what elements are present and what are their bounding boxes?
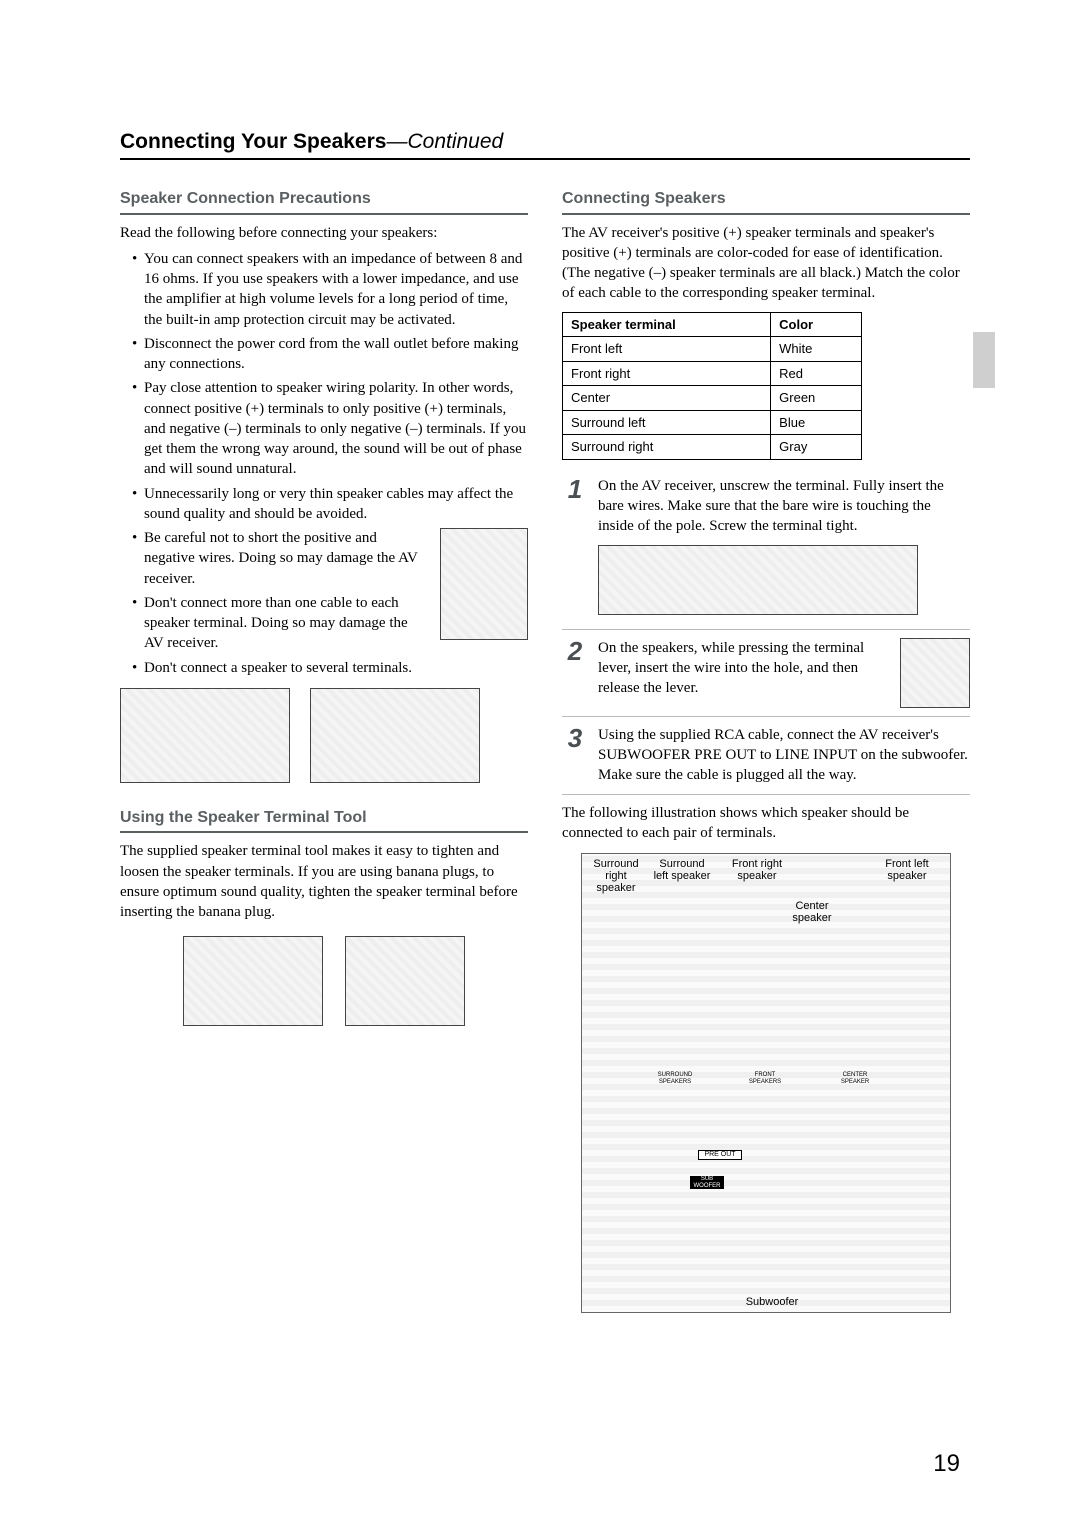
table-row: Front leftWhite xyxy=(563,337,862,362)
table-row: Surround rightGray xyxy=(563,435,862,460)
terminal-diagram-row xyxy=(120,688,528,783)
section-head-connecting: Connecting Speakers xyxy=(562,188,970,215)
bullet-item: Unnecessarily long or very thin speaker … xyxy=(132,484,528,525)
label-preout: PRE OUT xyxy=(698,1150,742,1160)
table-cell: Surround right xyxy=(563,435,771,460)
side-tab xyxy=(973,332,995,388)
table-header-row: Speaker terminal Color xyxy=(563,312,862,337)
label-sr: Surround right speaker xyxy=(586,858,646,894)
bullet-text: Don't connect more than one cable to eac… xyxy=(144,595,408,652)
label-sub: Subwoofer xyxy=(732,1296,812,1308)
label-c: Center speaker xyxy=(782,900,842,924)
table-cell: Front right xyxy=(563,361,771,386)
label-fl: Front left speaker xyxy=(872,858,942,882)
step2-diagram xyxy=(900,638,970,708)
label-fr: Front right speaker xyxy=(722,858,792,882)
label-surround-speakers: SURROUND SPEAKERS xyxy=(648,1072,702,1085)
terminal-diagram-right xyxy=(310,688,480,783)
table-row: Front rightRed xyxy=(563,361,862,386)
section-head-tool: Using the Speaker Terminal Tool xyxy=(120,807,528,834)
bullet-item: Pay close attention to speaker wiring po… xyxy=(132,378,528,479)
page-number: 19 xyxy=(933,1450,960,1478)
step-text-2: Make sure the cable is plugged all the w… xyxy=(598,765,970,785)
label-center-speaker: CENTER SPEAKER xyxy=(830,1072,880,1085)
bullet-item: Don't connect a speaker to several termi… xyxy=(132,658,528,678)
step-2: 2 On the speakers, while pressing the te… xyxy=(562,638,970,717)
table-cell: White xyxy=(771,337,862,362)
table-cell: Red xyxy=(771,361,862,386)
label-front-speakers: FRONT SPEAKERS xyxy=(740,1072,790,1085)
table-cell: Green xyxy=(771,386,862,411)
step-1: 1 On the AV receiver, unscrew the termin… xyxy=(562,476,970,630)
tool-diagram-row xyxy=(120,936,528,1032)
tool-body: The supplied speaker terminal tool makes… xyxy=(120,841,528,922)
content-columns: Speaker Connection Precautions Read the … xyxy=(120,188,970,1313)
table-header: Color xyxy=(771,312,862,337)
step-3: 3 Using the supplied RCA cable, connect … xyxy=(562,725,970,795)
terminal-diagram-left xyxy=(120,688,290,783)
connection-diagram: Surround right speaker Surround left spe… xyxy=(581,853,951,1313)
wiring-short-diagram xyxy=(440,528,528,640)
title-rule xyxy=(120,158,970,160)
bullet-item: Disconnect the power cord from the wall … xyxy=(132,334,528,375)
step-number: 2 xyxy=(562,638,588,708)
page-title: Connecting Your Speakers—Continued xyxy=(120,130,970,154)
right-column: Connecting Speakers The AV receiver's po… xyxy=(562,188,970,1313)
speaker-color-table: Speaker terminal Color Front leftWhite F… xyxy=(562,312,862,460)
step-text: On the AV receiver, unscrew the terminal… xyxy=(598,476,970,537)
table-row: Surround leftBlue xyxy=(563,410,862,435)
table-cell: Center xyxy=(563,386,771,411)
step-text: Using the supplied RCA cable, connect th… xyxy=(598,725,970,766)
step1-diagram xyxy=(598,545,918,615)
table-cell: Gray xyxy=(771,435,862,460)
label-subwoofer: SUB WOOFER xyxy=(690,1176,724,1189)
bullet-item: You can connect speakers with an impedan… xyxy=(132,249,528,330)
bullet-item: Be careful not to short the positive and… xyxy=(132,528,528,654)
left-column: Speaker Connection Precautions Read the … xyxy=(120,188,528,1313)
page-title-continued: —Continued xyxy=(386,130,503,153)
bullet-text: Be careful not to short the positive and… xyxy=(144,528,430,589)
precautions-intro: Read the following before connecting you… xyxy=(120,223,528,243)
tool-diagram-2 xyxy=(345,936,465,1026)
step-text: On the speakers, while pressing the term… xyxy=(598,638,892,699)
table-cell: Blue xyxy=(771,410,862,435)
table-cell: Surround left xyxy=(563,410,771,435)
section-head-precautions: Speaker Connection Precautions xyxy=(120,188,528,215)
post-steps-text: The following illustration shows which s… xyxy=(562,803,970,844)
connecting-intro: The AV receiver's positive (+) speaker t… xyxy=(562,223,970,304)
table-row: CenterGreen xyxy=(563,386,862,411)
table-cell: Front left xyxy=(563,337,771,362)
step-number: 1 xyxy=(562,476,588,621)
precautions-list: You can connect speakers with an impedan… xyxy=(120,249,528,678)
table-header: Speaker terminal xyxy=(563,312,771,337)
step-number: 3 xyxy=(562,725,588,786)
page-title-main: Connecting Your Speakers xyxy=(120,130,386,153)
label-sl: Surround left speaker xyxy=(652,858,712,882)
tool-diagram-1 xyxy=(183,936,323,1026)
